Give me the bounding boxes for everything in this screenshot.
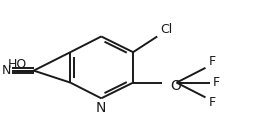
Text: N: N <box>96 101 107 115</box>
Text: Cl: Cl <box>160 23 172 36</box>
Text: HO: HO <box>8 58 27 71</box>
Text: F: F <box>208 96 215 109</box>
Text: O: O <box>170 79 181 93</box>
Text: F: F <box>213 76 220 89</box>
Text: F: F <box>208 55 215 68</box>
Text: N: N <box>2 64 12 77</box>
